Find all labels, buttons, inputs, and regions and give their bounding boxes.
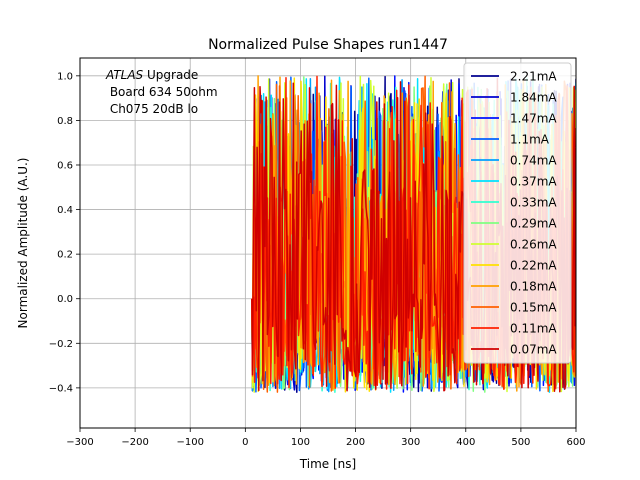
- legend-entry: 0.37mA: [510, 175, 557, 189]
- legend-entry: 0.11mA: [510, 322, 557, 336]
- atlas-annotation: ATLAS Upgrade: [105, 68, 198, 82]
- x-tick-label: 500: [511, 437, 530, 448]
- annotation-board: Board 634 50ohm: [106, 85, 218, 99]
- y-tick-label: −0.2: [49, 339, 73, 350]
- x-axis-ticks: −300 −200 −100 0 100 200 300 400 500 600: [66, 428, 586, 448]
- legend-entry: 0.22mA: [510, 259, 557, 273]
- legend-entry: 2.21mA: [510, 70, 557, 84]
- y-tick-label: −0.4: [49, 383, 73, 394]
- chart-title: Normalized Pulse Shapes run1447: [208, 37, 448, 53]
- y-tick-label: 0.6: [57, 160, 73, 171]
- y-tick-label: 1.0: [57, 71, 73, 82]
- legend-entry: 0.07mA: [510, 343, 557, 357]
- legend-entry: 1.1mA: [510, 133, 550, 147]
- y-axis-label: Normalized Amplitude (A.U.): [16, 158, 30, 329]
- x-axis-label: Time [ns]: [299, 457, 356, 471]
- legend-box: [463, 62, 572, 364]
- x-tick-label: −300: [66, 437, 93, 448]
- legend-entry: 1.47mA: [510, 112, 557, 126]
- legend-entry: 1.84mA: [510, 91, 557, 105]
- legend-entry: 0.26mA: [510, 238, 557, 252]
- legend: 2.21mA 1.84mA 1.47mA 1.1mA 0.74mA 0.37mA 0.33m…: [463, 62, 572, 364]
- y-axis-ticks: −0.4 −0.2 0.0 0.2 0.4 0.6 0.8 1.0: [49, 71, 80, 394]
- y-tick-label: 0.4: [57, 205, 73, 216]
- y-tick-label: 0.2: [57, 250, 73, 261]
- legend-entry: 0.74mA: [510, 154, 557, 168]
- annotation-channel: Ch075 20dB lo: [106, 102, 198, 116]
- x-tick-label: 600: [566, 437, 585, 448]
- annotation-upgrade: Upgrade: [143, 68, 198, 82]
- legend-entry: 0.33mA: [510, 196, 557, 210]
- x-tick-label: −200: [121, 437, 148, 448]
- y-tick-label: 0.0: [57, 294, 73, 305]
- y-tick-label: 0.8: [57, 116, 73, 127]
- x-tick-label: 400: [456, 437, 475, 448]
- x-tick-label: −100: [176, 437, 203, 448]
- legend-entry: 0.29mA: [510, 217, 557, 231]
- x-tick-label: 0: [242, 437, 248, 448]
- x-tick-label: 300: [401, 437, 420, 448]
- legend-entry: 0.15mA: [510, 301, 557, 315]
- annotation-atlas: ATLAS: [105, 68, 144, 82]
- x-tick-label: 100: [291, 437, 310, 448]
- legend-entry: 0.18mA: [510, 280, 557, 294]
- axes-frame: [79, 57, 577, 429]
- x-tick-label: 200: [346, 437, 365, 448]
